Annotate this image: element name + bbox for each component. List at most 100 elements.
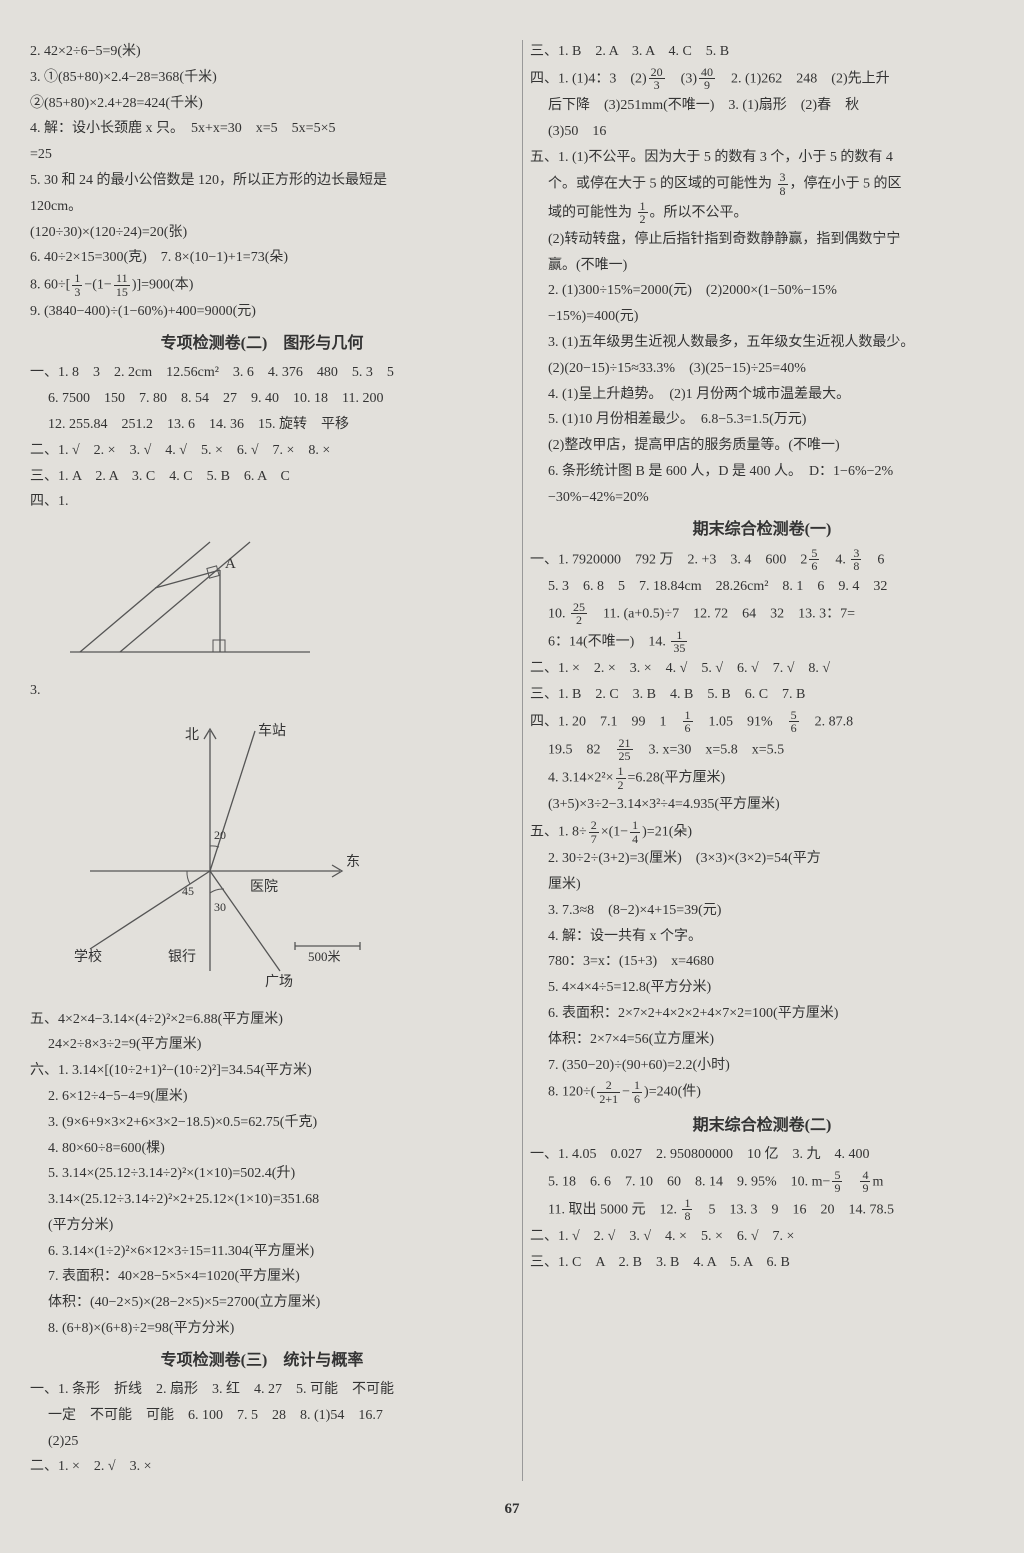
section-heading: 专项检测卷(三) 统计与概率 [30,1347,494,1374]
fraction: 27 [589,819,599,845]
text-line: 三、1. B 2. A 3. A 4. C 5. B [530,40,994,64]
text: 8. 120÷( [548,1085,595,1100]
text-line: 8. (6+8)×(6+8)÷2=98(平方分米) [30,1317,494,1341]
text: )=21(朵) [642,824,692,839]
fraction: 16 [683,709,693,735]
label-station: 车站 [258,722,286,739]
text: 8. 60÷[ [30,277,70,292]
label-plaza: 广场 [265,974,293,990]
text-line: 一、1. 8 3 2. 2cm 12.56cm² 3. 6 4. 376 480… [30,361,494,385]
text-line: 5. (1)10 月份相差最少。 6.8−5.3=1.5(万元) [530,408,994,432]
text-line: 8. 60÷[13−(1−1115)]=900(本) [30,272,494,298]
text-line: 六、1. 3.14×[(10÷2+1)²−(10÷2)²]=34.54(平方米) [30,1059,494,1083]
text-line: 域的可能性为 12。所以不公平。 [530,200,994,226]
fraction: 203 [649,66,665,92]
text: 6：14(不唯一) 14. [548,634,669,649]
text-line: 5. 4×4×4÷5=12.8(平方分米) [530,976,994,1000]
text-line: 一定 不可能 可能 6. 100 7. 5 28 8. (1)54 16.7 [30,1404,494,1428]
fraction: 14 [630,819,640,845]
text: m [872,1174,883,1189]
text: 2. (1)262 248 (2)先上升 [717,71,890,86]
text-line: 7. (350−20)÷(90+60)=2.2(小时) [530,1054,994,1078]
text-line: 6. 条形统计图 B 是 600 人，D 是 400 人。 D：1−6%−2% [530,460,994,484]
text-line: 二、1. √ 2. × 3. √ 4. √ 5. × 6. √ 7. × 8. … [30,439,494,463]
text-line: 3. ①(85+80)×2.4−28=368(千米) [30,66,494,90]
text-line: 12. 255.84 251.2 13. 6 14. 36 15. 旋转 平移 [30,413,494,437]
direction-diagram: 北 东 车站 医院 学校 银行 广场 20 45 30 500米 [50,711,494,1000]
fraction: 56 [789,709,799,735]
text-line: 6. 7500 150 7. 80 8. 54 27 9. 40 10. 18 … [30,387,494,411]
text-line: 6. 40÷2×15=300(克) 7. 8×(10−1)+1=73(朵) [30,246,494,270]
text-line: 个。或停在大于 5 的区域的可能性为 38，停在小于 5 的区 [530,171,994,197]
text-line: 3.14×(25.12÷3.14÷2)²×2+25.12×(1×10)=351.… [30,1188,494,1212]
text: − [622,1085,630,1100]
fraction: 59 [832,1169,842,1195]
section-heading: 专项检测卷(二) 图形与几何 [30,330,494,357]
text-line: 赢。(不唯一) [530,254,994,278]
text-line: 三、1. C A 2. B 3. B 4. A 5. A 6. B [530,1251,994,1275]
fraction: 16 [632,1079,642,1105]
text-line: 二、1. × 2. √ 3. × [30,1455,494,1479]
text-line: 三、1. A 2. A 3. C 4. C 5. B 6. A C [30,465,494,489]
fraction: 18 [682,1197,692,1223]
angle-20: 20 [214,828,226,842]
fraction: 2125 [617,737,633,763]
text-line: 11. 取出 5000 元 12. 18 5 13. 3 9 16 20 14.… [530,1197,994,1223]
column-divider [522,40,523,1481]
text-line: 9. (3840−400)÷(1−60%)+400=9000(元) [30,300,494,324]
page-number: 67 [30,1497,994,1523]
compass-north: 北 [185,727,199,743]
text-line: 780：3=x：(15+3) x=4680 [530,950,994,974]
text-line: 三、1. B 2. C 3. B 4. B 5. B 6. C 7. B [530,683,994,707]
text-line: −30%−42%=20% [530,486,994,510]
text: 一、1. 7920000 792 万 2. +3 3. 4 600 2 [530,552,807,567]
text: 5 13. 3 9 16 20 14. 78.5 [694,1202,894,1217]
text-line: 8. 120÷(22+1−16)=240(件) [530,1079,994,1105]
text-line: (2)转动转盘，停止后指针指到奇数静静赢，指到偶数宁宁 [530,228,994,252]
text-line: 7. 表面积：40×28−5×5×4=1020(平方厘米) [30,1265,494,1289]
text: 2. 87.8 [801,714,854,729]
text-line: 2. 42×2÷6−5=9(米) [30,40,494,64]
scale-label: 500米 [308,949,341,964]
text: ×(1− [601,824,628,839]
text-line: 2. 6×12÷4−5−4=9(厘米) [30,1085,494,1109]
text: 6 [863,552,884,567]
text-line: 一、1. 7920000 792 万 2. +3 3. 4 600 256 4.… [530,547,994,573]
text-line: 10. 252 11. (a+0.5)÷7 12. 72 64 32 13. 3… [530,601,994,627]
text-line: 五、1. (1)不公平。因为大于 5 的数有 3 个，小于 5 的数有 4 [530,146,994,170]
text-line: 5. 3 6. 8 5 7. 18.84cm 28.26cm² 8. 1 6 9… [530,575,994,599]
text: (3) [667,71,697,86]
text-line: 3. [30,679,494,703]
text-line: −15%)=400(元) [530,305,994,329]
section-heading: 期末综合检测卷(一) [530,516,994,543]
text-line: 2. 30÷2÷(3+2)=3(厘米) (3×3)×(3×2)=54(平方 [530,847,994,871]
text: 域的可能性为 [548,205,636,220]
geometry-diagram-1: A [50,522,494,671]
text-line: 3. (1)五年级男生近视人数最多，五年级女生近视人数最少。 [530,331,994,355]
text-line: 一、1. 4.05 0.027 2. 950800000 10 亿 3. 九 4… [530,1143,994,1167]
text-line: 五、4×2×4−3.14×(4÷2)²×2=6.88(平方厘米) [30,1008,494,1032]
text-line: 6. 3.14×(1÷2)²×6×12×3÷15=11.304(平方厘米) [30,1240,494,1264]
text-line: 4. 3.14×2²×12=6.28(平方厘米) [530,765,994,791]
text: 5. 18 6. 6 7. 10 60 8. 14 9. 95% 10. m− [548,1174,830,1189]
text-line: 一、1. 条形 折线 2. 扇形 3. 红 4. 27 5. 可能 不可能 [30,1378,494,1402]
text: 19.5 82 [548,742,615,757]
angle-30: 30 [214,900,226,914]
text-line: 6. 表面积：2×7×2+4×2×2+4×7×2=100(平方厘米) [530,1002,994,1026]
text: 4. [821,552,849,567]
text: 1.05 91% [695,714,787,729]
fraction: 56 [809,547,819,573]
text-line: 4. 解：设一共有 x 个字。 [530,925,994,949]
fraction: 13 [72,272,82,298]
text-line: ②(85+80)×2.4+28=424(千米) [30,92,494,116]
text-line: 四、1. [30,490,494,514]
text: 4. 3.14×2²× [548,770,614,785]
text [844,1174,858,1189]
text-line: (平方分米) [30,1214,494,1238]
text: =6.28(平方厘米) [628,770,726,785]
label-hospital: 医院 [250,879,278,895]
text: 11. 取出 5000 元 12. [548,1202,680,1217]
left-column: 2. 42×2÷6−5=9(米) 3. ①(85+80)×2.4−28=368(… [30,40,502,1481]
text-line: 120cm。 [30,195,494,219]
text-line: =25 [30,143,494,167]
